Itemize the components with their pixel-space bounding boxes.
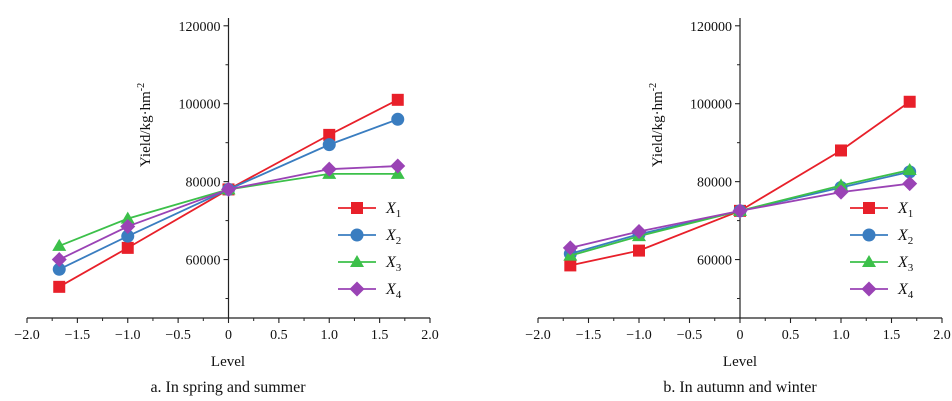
legend-marker <box>861 281 877 297</box>
legend-marker <box>863 202 875 214</box>
legend-item-2: X2 <box>338 227 401 247</box>
chart-caption: b. In autumn and winter <box>663 379 817 396</box>
y-axis-title-sup: -2 <box>136 83 147 91</box>
data-point <box>633 244 645 257</box>
y-axis-title-sup: -2 <box>648 83 659 91</box>
data-point <box>121 229 135 243</box>
legend-item-1: X1 <box>850 200 913 220</box>
x-axis-title: Level <box>211 354 245 370</box>
legend-marker <box>350 255 364 267</box>
data-point <box>323 128 336 141</box>
data-point <box>903 95 916 108</box>
data-point <box>121 241 134 254</box>
x-tick-label: 2.0 <box>421 328 439 343</box>
series-x4 <box>51 158 406 268</box>
data-point <box>120 211 135 224</box>
x-tick-label: 0 <box>737 328 744 343</box>
legend-label: X2 <box>385 227 401 247</box>
x-tick-label: −2.0 <box>14 328 39 343</box>
legend-item-2: X2 <box>850 227 913 247</box>
x-tick-label: 1.0 <box>321 328 339 343</box>
data-point <box>52 238 67 251</box>
data-point <box>902 162 917 175</box>
legend-label: X2 <box>897 227 913 247</box>
x-tick-label: 1.5 <box>371 328 389 343</box>
data-point <box>51 252 67 268</box>
x-tick-label: −1.0 <box>115 328 140 343</box>
legend-label: X3 <box>897 254 914 274</box>
legend-label-sub: 4 <box>396 289 402 301</box>
y-tick-label: 120000 <box>690 20 732 35</box>
data-point <box>732 203 748 219</box>
data-point <box>390 158 406 174</box>
data-point <box>120 218 136 234</box>
x-tick-label: −0.5 <box>165 328 190 343</box>
x-tick-label: 0.5 <box>270 328 288 343</box>
legend-marker <box>349 281 365 297</box>
x-tick-label: 0 <box>225 328 232 343</box>
legend-marker <box>862 255 876 267</box>
y-tick-label: 60000 <box>186 254 221 269</box>
y-axis-title: Yield/kg·hm-2 <box>648 83 666 167</box>
legend-item-4: X4 <box>338 281 402 301</box>
data-point <box>391 112 405 126</box>
legend-marker <box>350 228 364 242</box>
legend-marker <box>351 202 363 214</box>
legend-label-sub: 1 <box>396 208 402 220</box>
legend-marker <box>862 228 876 242</box>
x-tick-label: −1.5 <box>65 328 90 343</box>
chart-panel-2: −2.0 −1.5 −1.0 −0.5 0 0.5 1.0 1.5 2.0 60000 80000 1… <box>525 18 951 396</box>
legend-label-sub: 2 <box>908 235 914 247</box>
y-tick-label: 120000 <box>179 20 221 35</box>
chart-panel-1: −2.0 −1.5 −1.0 −0.5 0 0.5 1.0 1.5 2.0 60000 80000 1… <box>14 18 439 396</box>
legend-label-sub: 4 <box>908 289 914 301</box>
data-point <box>833 184 849 200</box>
data-point <box>835 144 847 157</box>
y-tick-label: 100000 <box>690 98 732 113</box>
data-point <box>321 161 337 177</box>
data-point <box>834 178 848 191</box>
x-tick-label: 1.5 <box>883 328 901 343</box>
legend-label: X4 <box>385 281 402 301</box>
x-tick-label: −1.5 <box>576 328 601 343</box>
series-x4 <box>562 176 918 256</box>
legend-label-sub: 3 <box>396 262 402 274</box>
legend-label: X3 <box>385 254 402 274</box>
y-tick-label: 60000 <box>697 254 732 269</box>
legend-label-sub: 2 <box>396 235 402 247</box>
legend-label-sub: 1 <box>908 208 914 220</box>
y-tick-label: 80000 <box>186 176 221 191</box>
x-tick-label: −1.0 <box>626 328 651 343</box>
data-point <box>322 138 336 152</box>
legend-label: X4 <box>897 281 914 301</box>
x-tick-label: 1.0 <box>832 328 850 343</box>
legend-label-sub: 3 <box>908 262 914 274</box>
legend-item-1: X1 <box>338 200 401 220</box>
data-point <box>564 259 577 272</box>
x-tick-label: −2.0 <box>525 328 550 343</box>
legend-item-4: X4 <box>850 281 914 301</box>
legend-label: X1 <box>897 200 913 220</box>
x-tick-label: 2.0 <box>933 328 951 343</box>
y-axis-title: Yield/kg·hm-2 <box>136 83 154 167</box>
x-tick-label: −0.5 <box>677 328 702 343</box>
data-point <box>53 280 66 293</box>
legend-item-3: X3 <box>850 254 914 274</box>
legend-item-3: X3 <box>338 254 402 274</box>
legend-label: X1 <box>385 200 401 220</box>
data-point <box>562 240 578 256</box>
data-point <box>902 176 918 192</box>
data-point <box>631 224 647 240</box>
data-point <box>221 181 236 197</box>
x-tick-label: 0.5 <box>782 328 800 343</box>
y-tick-label: 100000 <box>179 98 221 113</box>
data-point <box>391 93 404 106</box>
chart-caption: a. In spring and summer <box>150 379 306 396</box>
data-point <box>52 262 66 276</box>
y-tick-label: 80000 <box>697 176 732 191</box>
x-axis-title: Level <box>723 354 757 370</box>
